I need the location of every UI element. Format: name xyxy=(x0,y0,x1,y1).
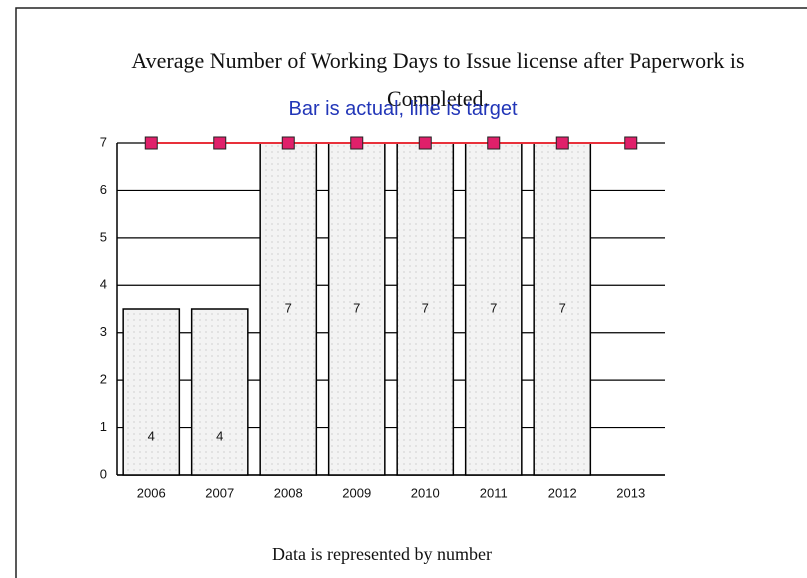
line-marker xyxy=(281,136,295,150)
value-label: 7 xyxy=(285,300,292,315)
caption: Data is represented by number xyxy=(272,544,492,564)
line-marker xyxy=(487,136,501,150)
y-tick-label: 2 xyxy=(100,372,107,387)
y-tick-label: 6 xyxy=(100,182,107,197)
value-label: 7 xyxy=(490,300,497,315)
y-tick-label: 3 xyxy=(100,324,107,339)
x-tick-label: 2009 xyxy=(342,485,371,500)
bar xyxy=(327,142,386,476)
x-tick-label: 2010 xyxy=(411,485,440,500)
x-tick-label: 2013 xyxy=(616,485,645,500)
bar xyxy=(190,308,249,476)
bar xyxy=(259,142,318,476)
x-tick-label: 2008 xyxy=(274,485,303,500)
frame xyxy=(15,7,807,578)
y-tick-label: 5 xyxy=(100,229,107,244)
value-label: 7 xyxy=(422,300,429,315)
y-tick-label: 4 xyxy=(100,277,107,292)
y-tick-label: 1 xyxy=(100,419,107,434)
value-label: 7 xyxy=(559,300,566,315)
line-marker xyxy=(418,136,432,150)
line-marker xyxy=(624,136,638,150)
x-tick-label: 2012 xyxy=(548,485,577,500)
y-tick-label: 0 xyxy=(100,466,107,481)
y-tick-label: 7 xyxy=(100,134,107,149)
bar xyxy=(464,142,523,476)
chart-subtitle: Bar is actual, line is target xyxy=(288,98,518,120)
line-marker xyxy=(213,136,227,150)
value-label: 4 xyxy=(216,428,223,443)
value-label: 4 xyxy=(148,428,155,443)
x-tick-label: 2006 xyxy=(137,485,166,500)
x-tick-label: 2007 xyxy=(205,485,234,500)
bar xyxy=(396,142,455,476)
chart-title: Average Number of Working Days to Issue … xyxy=(131,48,745,111)
x-tick-label: 2011 xyxy=(480,485,508,500)
bar xyxy=(122,308,181,476)
value-label: 7 xyxy=(353,300,360,315)
line-marker xyxy=(144,136,158,150)
line-marker xyxy=(555,136,569,150)
bar xyxy=(533,142,592,476)
line-marker xyxy=(350,136,364,150)
